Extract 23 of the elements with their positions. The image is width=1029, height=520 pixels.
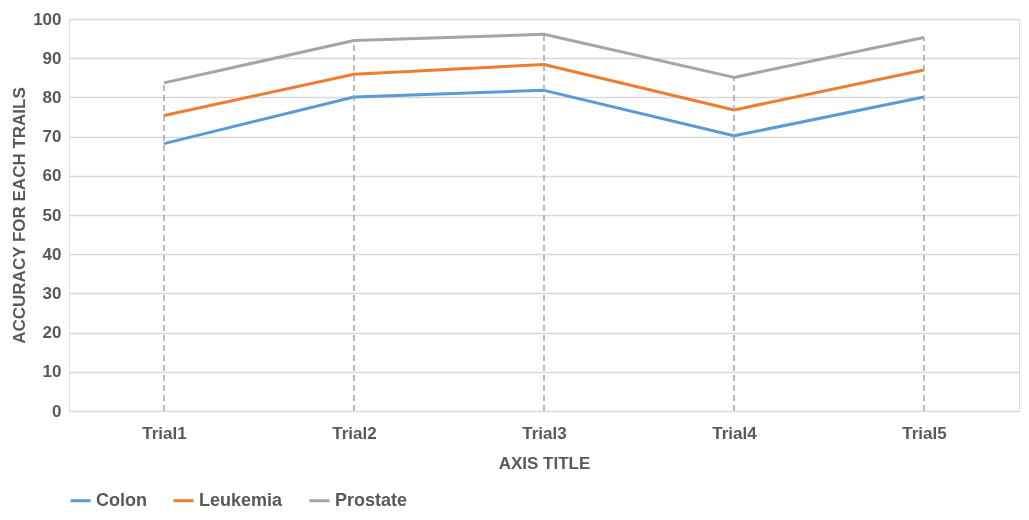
y-tick-label: 70 [42, 127, 62, 147]
x-tick-label: Trial4 [712, 423, 758, 443]
legend-label: Leukemia [199, 489, 284, 510]
x-axis-title: AXIS TITLE [498, 453, 591, 473]
y-tick-label: 10 [42, 362, 62, 382]
legend-label: Prostate [335, 489, 408, 510]
x-tick-label: Trial3 [522, 423, 567, 443]
line-series [162, 62, 926, 117]
y-tick-label: 40 [42, 244, 62, 264]
y-axis-title: ACCURACY FOR EACH TRAILS [10, 87, 30, 344]
line-series [162, 88, 926, 146]
legend-label: Colon [96, 489, 147, 510]
y-tick-label: 30 [42, 283, 62, 303]
y-tick-label: 90 [42, 48, 62, 68]
y-tick-label: 0 [52, 401, 62, 421]
y-tick-label: 20 [42, 323, 62, 343]
y-tick-label: 100 [33, 9, 62, 29]
y-tick-label: 60 [42, 166, 62, 186]
x-tick-label: Trial5 [902, 423, 947, 443]
x-tick-label: Trial1 [142, 423, 187, 443]
y-tick-label: 80 [42, 87, 62, 107]
y-tick-label: 50 [42, 205, 62, 225]
x-tick-label: Trial2 [332, 423, 377, 443]
